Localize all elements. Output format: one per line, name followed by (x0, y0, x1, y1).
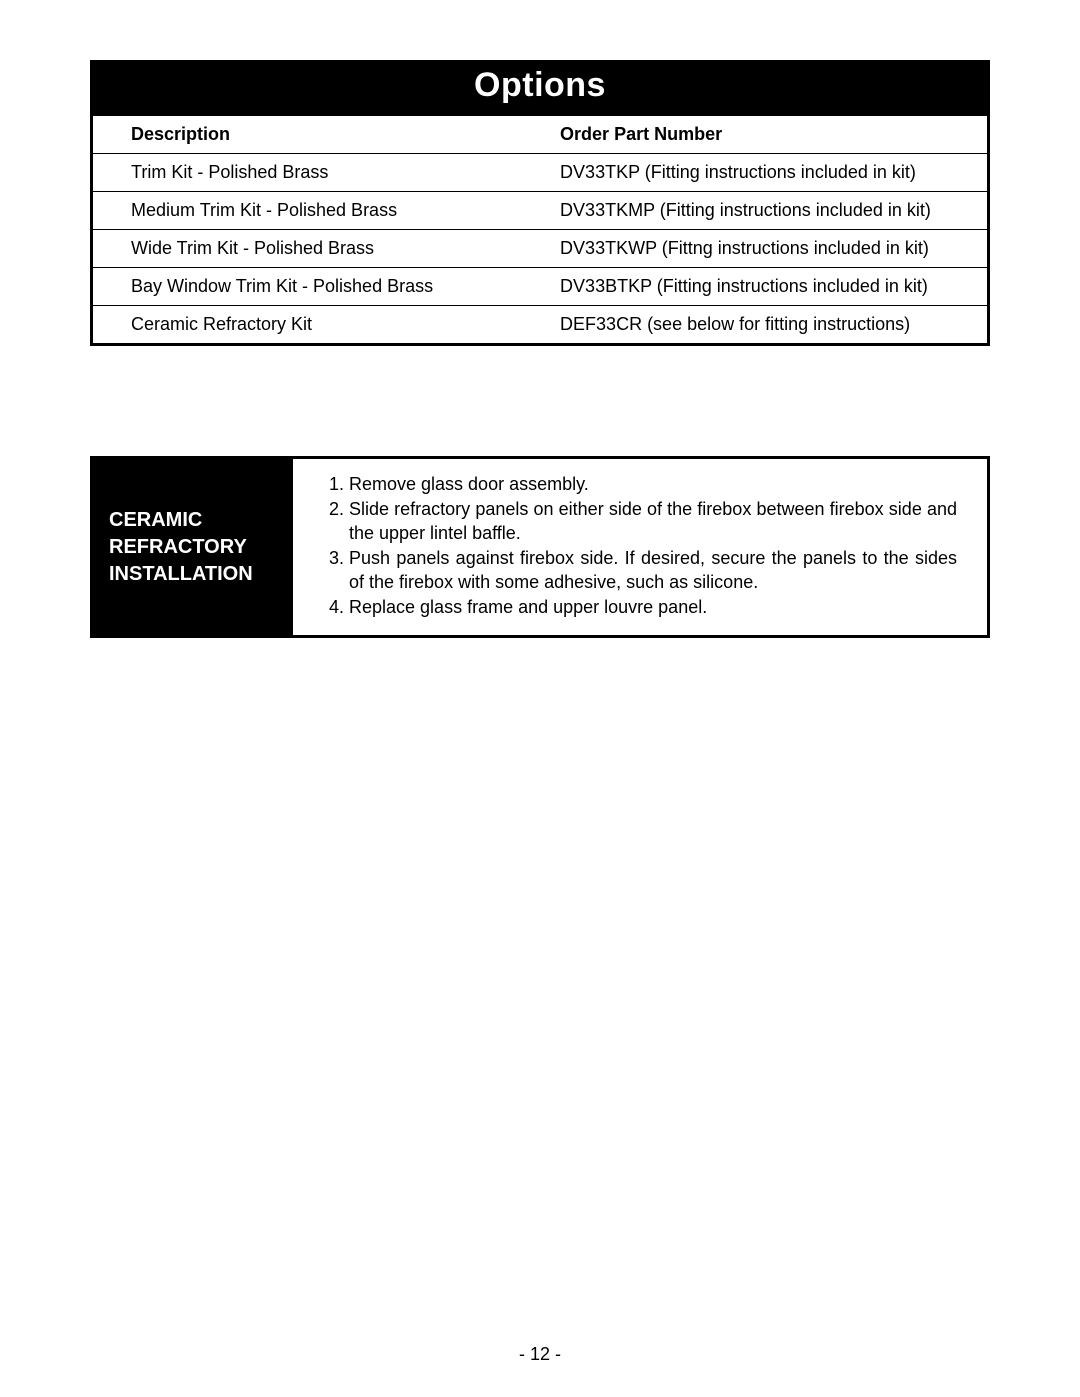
page-number: - 12 - (0, 1344, 1080, 1365)
cell-description: Ceramic Refractory Kit (92, 306, 523, 345)
installation-callout: CERAMIC REFRACTORY INSTALLATION Remove g… (90, 456, 990, 638)
table-row: Wide Trim Kit - Polished Brass DV33TKWP … (92, 230, 989, 268)
install-step: Slide refractory panels on either side o… (349, 498, 957, 545)
cell-part: DEF33CR (see below for fitting instructi… (522, 306, 988, 345)
header-part-number: Order Part Number (522, 115, 988, 154)
label-line: INSTALLATION (109, 561, 281, 588)
cell-part: DV33BTKP (Fitting instructions included … (522, 268, 988, 306)
section-title: Options (90, 60, 990, 113)
installation-steps: Remove glass door assembly. Slide refrac… (293, 459, 987, 635)
table-row: Trim Kit - Polished Brass DV33TKP (Fitti… (92, 154, 989, 192)
table-header-row: Description Order Part Number (92, 115, 989, 154)
header-description: Description (92, 115, 523, 154)
cell-part: DV33TKWP (Fittng instructions included i… (522, 230, 988, 268)
install-step: Replace glass frame and upper louvre pan… (349, 596, 957, 619)
cell-description: Wide Trim Kit - Polished Brass (92, 230, 523, 268)
cell-part: DV33TKP (Fitting instructions included i… (522, 154, 988, 192)
label-line: CERAMIC (109, 507, 281, 534)
cell-description: Medium Trim Kit - Polished Brass (92, 192, 523, 230)
cell-description: Bay Window Trim Kit - Polished Brass (92, 268, 523, 306)
label-line: REFRACTORY (109, 534, 281, 561)
install-step: Push panels against firebox side. If des… (349, 547, 957, 594)
cell-description: Trim Kit - Polished Brass (92, 154, 523, 192)
install-step: Remove glass door assembly. (349, 473, 957, 496)
table-row: Medium Trim Kit - Polished Brass DV33TKM… (92, 192, 989, 230)
table-row: Ceramic Refractory Kit DEF33CR (see belo… (92, 306, 989, 345)
installation-label: CERAMIC REFRACTORY INSTALLATION (93, 459, 293, 635)
options-table: Description Order Part Number Trim Kit -… (90, 113, 990, 346)
table-row: Bay Window Trim Kit - Polished Brass DV3… (92, 268, 989, 306)
cell-part: DV33TKMP (Fitting instructions included … (522, 192, 988, 230)
